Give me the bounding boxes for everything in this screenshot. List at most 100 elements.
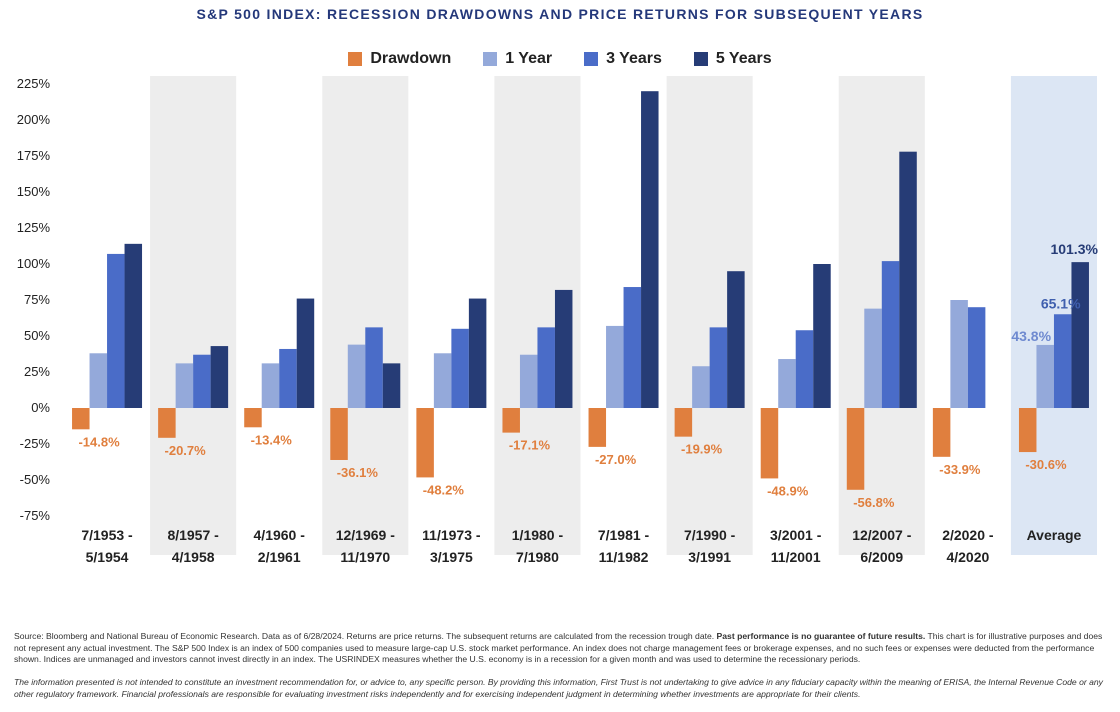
x-tick-label: 1/1980 -: [512, 527, 564, 543]
bar-drawdown-1: [158, 408, 176, 438]
y-tick-label: -75%: [20, 508, 51, 523]
y-tick-label: -25%: [20, 436, 51, 451]
legend-label-3-years: 3 Years: [606, 50, 662, 67]
y-tick-label: 0%: [31, 400, 50, 415]
bar-1-year-1: [175, 363, 194, 408]
legend: Drawdown 1 Year 3 Years 5 Years: [0, 50, 1120, 68]
bar-5-years-11: [1071, 262, 1089, 408]
drawdown-label-7: -19.9%: [681, 442, 723, 457]
x-tick-label: 12/2007 -: [852, 527, 911, 543]
bar-5-years-7: [727, 271, 745, 408]
drawdown-label-0: -14.8%: [78, 434, 120, 449]
x-tick-label: 3/1975: [430, 549, 473, 565]
drawdown-label-10: -33.9%: [939, 462, 981, 477]
bar-1-year-4: [433, 353, 452, 408]
x-tick-label: Average: [1027, 527, 1082, 543]
y-tick-label: 200%: [17, 112, 51, 127]
x-tick-label: 11/1973 -: [422, 527, 481, 543]
disclaimer-text: The information presented is not intende…: [14, 677, 1103, 699]
footnote-bold-text: Past performance is no guarantee of futu…: [716, 631, 926, 641]
bar-drawdown-11: [1018, 408, 1037, 453]
x-tick-label: 8/1957 -: [167, 527, 219, 543]
y-tick-label: 25%: [24, 364, 50, 379]
drawdown-label-2: -13.4%: [251, 432, 293, 447]
x-tick-label: 3/1991: [688, 549, 731, 565]
x-tick-label: 2/1961: [258, 549, 301, 565]
period-band-1: [150, 76, 237, 555]
bar-3-years-11: [1053, 314, 1072, 408]
y-tick-label: 100%: [17, 256, 51, 271]
y-tick-label: 125%: [17, 220, 51, 235]
bar-5-years-9: [899, 151, 917, 408]
bar-1-year-5: [519, 354, 538, 408]
bar-1-year-9: [864, 308, 882, 408]
y-tick-label: 75%: [24, 292, 50, 307]
bar-drawdown-4: [416, 408, 434, 478]
bar-1-year-3: [347, 344, 366, 408]
legend-label-1-year: 1 Year: [505, 50, 553, 67]
legend-item-1-year: 1 Year: [483, 50, 552, 68]
bar-3-years-7: [709, 327, 728, 408]
bar-1-year-11: [1036, 344, 1054, 408]
drawdown-label-9: -56.8%: [853, 495, 895, 510]
bar-3-years-3: [365, 327, 383, 408]
legend-item-drawdown: Drawdown: [348, 50, 451, 68]
bar-3-years-9: [881, 261, 900, 408]
bar-3-years-2: [279, 348, 297, 408]
bar-5-years-8: [813, 264, 831, 408]
bar-drawdown-2: [244, 408, 262, 428]
drawdown-label-6: -27.0%: [595, 452, 637, 467]
legend-swatch-3-years: [584, 52, 599, 66]
legend-item-3-years: 3 Years: [584, 50, 662, 68]
bar-1-year-6: [606, 325, 624, 408]
bar-drawdown-10: [932, 408, 951, 457]
bar-5-years-1: [210, 346, 229, 408]
bar-1-year-2: [261, 363, 280, 408]
drawdown-label-1: -20.7%: [165, 443, 207, 458]
legend-item-5-years: 5 Years: [693, 50, 772, 68]
x-tick-label: 11/1982: [599, 549, 649, 565]
x-tick-label: 12/1969 -: [336, 527, 395, 543]
drawdown-label-4: -48.2%: [423, 482, 465, 497]
average-label-one-year: 43.8%: [1011, 328, 1051, 344]
bar-drawdown-8: [760, 408, 779, 479]
average-label-five-years: 101.3%: [1050, 241, 1098, 257]
legend-swatch-1-year: [483, 52, 498, 66]
average-label-three-years: 65.1%: [1041, 295, 1081, 311]
bar-drawdown-9: [846, 408, 865, 490]
x-tick-label: 6/2009: [860, 549, 903, 565]
footnote-rest-text: This chart is for illustrative purposes …: [14, 631, 1103, 665]
y-tick-label: 50%: [24, 328, 50, 343]
bar-3-years-4: [451, 328, 469, 408]
bar-3-years-5: [537, 327, 555, 408]
legend-label-5-years: 5 Years: [715, 50, 772, 67]
bar-5-years-5: [554, 289, 573, 408]
bar-3-years-6: [623, 287, 642, 408]
x-tick-label: 5/1954: [86, 549, 129, 565]
x-tick-label: 7/1990 -: [684, 527, 736, 543]
x-tick-label: 11/1970: [340, 549, 390, 565]
legend-swatch-5-years: [693, 52, 708, 66]
y-tick-label: 175%: [17, 148, 51, 163]
bar-5-years-3: [382, 363, 401, 408]
drawdown-label-8: -48.9%: [767, 483, 809, 498]
x-tick-label: 7/1980: [516, 549, 559, 565]
chart-title: S&P 500 INDEX: RECESSION DRAWDOWNS AND P…: [196, 6, 924, 22]
bar-3-years-8: [795, 330, 814, 408]
drawdown-label-11: -30.6%: [1025, 457, 1067, 472]
bar-1-year-10: [950, 300, 968, 408]
y-tick-label: 150%: [17, 184, 51, 199]
bar-drawdown-7: [674, 408, 693, 437]
bar-drawdown-6: [588, 408, 607, 447]
y-tick-label: 225%: [17, 76, 51, 91]
bar-drawdown-3: [330, 408, 348, 460]
bar-5-years-4: [468, 298, 487, 408]
x-tick-label: 7/1953 -: [81, 527, 133, 543]
bar-5-years-2: [296, 298, 315, 408]
bar-3-years-0: [107, 253, 125, 408]
drawdown-label-3: -36.1%: [337, 465, 379, 480]
bar-1-year-8: [778, 359, 796, 408]
x-tick-label: 4/1958: [172, 549, 215, 565]
bar-drawdown-5: [502, 408, 520, 433]
x-tick-label: 3/2001 -: [770, 527, 822, 543]
